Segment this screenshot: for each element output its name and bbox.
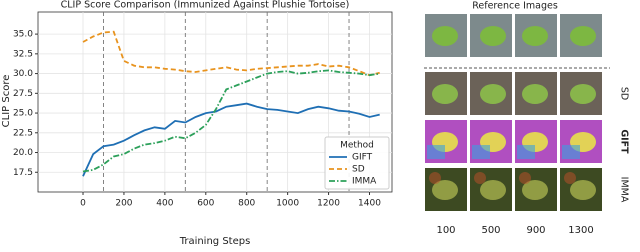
thumbnail <box>560 72 602 115</box>
row-label: IMMA <box>619 177 630 203</box>
thumbnail <box>560 14 602 57</box>
image-subject <box>570 84 596 104</box>
image-subject <box>432 84 458 104</box>
column-label: 1300 <box>568 225 593 236</box>
image-noise <box>517 145 535 159</box>
y-tick-label: 32.5 <box>13 49 33 59</box>
x-tick-label: 200 <box>115 199 132 209</box>
image-subject <box>570 180 596 200</box>
x-tick-label: 1400 <box>358 199 381 209</box>
chart-title: CLIP Score Comparison (Immunized Against… <box>61 0 350 11</box>
image-noise <box>474 172 486 184</box>
x-axis-label: Training Steps <box>179 236 251 247</box>
x-tick-label: 400 <box>156 199 173 209</box>
x-tick-label: 1200 <box>317 199 340 209</box>
image-subject <box>480 84 506 104</box>
image-noise <box>427 145 445 159</box>
image-noise <box>472 145 490 159</box>
thumbnail <box>425 120 467 163</box>
series-line <box>82 102 380 177</box>
column-label: 500 <box>481 225 500 236</box>
thumbnail <box>515 120 557 163</box>
thumbnail <box>560 168 602 211</box>
thumbnail <box>470 72 512 115</box>
image-noise <box>519 172 531 184</box>
thumbnail <box>515 168 557 211</box>
image-noise <box>562 145 580 159</box>
y-axis-label: CLIP Score <box>1 75 12 128</box>
row-label: GIFT <box>619 129 630 154</box>
image-subject <box>522 84 548 104</box>
legend-box <box>324 136 390 190</box>
thumbnail <box>425 14 467 57</box>
thumbnail <box>470 120 512 163</box>
legend-title: Method <box>340 141 374 151</box>
thumbnail <box>515 14 557 57</box>
column-label: 900 <box>526 225 545 236</box>
y-tick-label: 27.5 <box>13 89 33 99</box>
y-tick-label: 17.5 <box>13 168 33 178</box>
thumbnail <box>515 72 557 115</box>
image-noise <box>564 172 576 184</box>
x-tick-label: 1000 <box>276 199 299 209</box>
legend-label: SD <box>352 165 365 175</box>
image-subject <box>432 180 458 200</box>
thumbnail <box>425 168 467 211</box>
thumbnail <box>470 14 512 57</box>
x-tick-label: 0 <box>80 199 86 209</box>
image-subject <box>480 180 506 200</box>
y-tick-label: 20.0 <box>13 148 33 158</box>
series-line <box>82 69 380 173</box>
legend-label: IMMA <box>352 177 377 187</box>
x-tick-label: 600 <box>197 199 214 209</box>
series-line <box>82 30 380 77</box>
image-noise <box>429 172 441 184</box>
image-subject <box>570 26 596 46</box>
y-tick-label: 22.5 <box>13 128 33 138</box>
x-tick-label: 800 <box>238 199 255 209</box>
image-subject <box>522 180 548 200</box>
column-label: 100 <box>436 225 455 236</box>
y-tick-label: 35.0 <box>13 30 33 40</box>
y-tick-label: 25.0 <box>13 109 33 119</box>
thumbnail <box>470 168 512 211</box>
row-label: SD <box>619 87 630 100</box>
thumbnail <box>425 72 467 115</box>
image-subject <box>432 26 458 46</box>
panel-title: Reference Images <box>472 1 558 12</box>
image-subject <box>522 26 548 46</box>
legend-label: GIFT <box>352 153 373 163</box>
image-subject <box>480 26 506 46</box>
y-tick-label: 30.0 <box>13 69 33 79</box>
thumbnail <box>560 120 602 163</box>
